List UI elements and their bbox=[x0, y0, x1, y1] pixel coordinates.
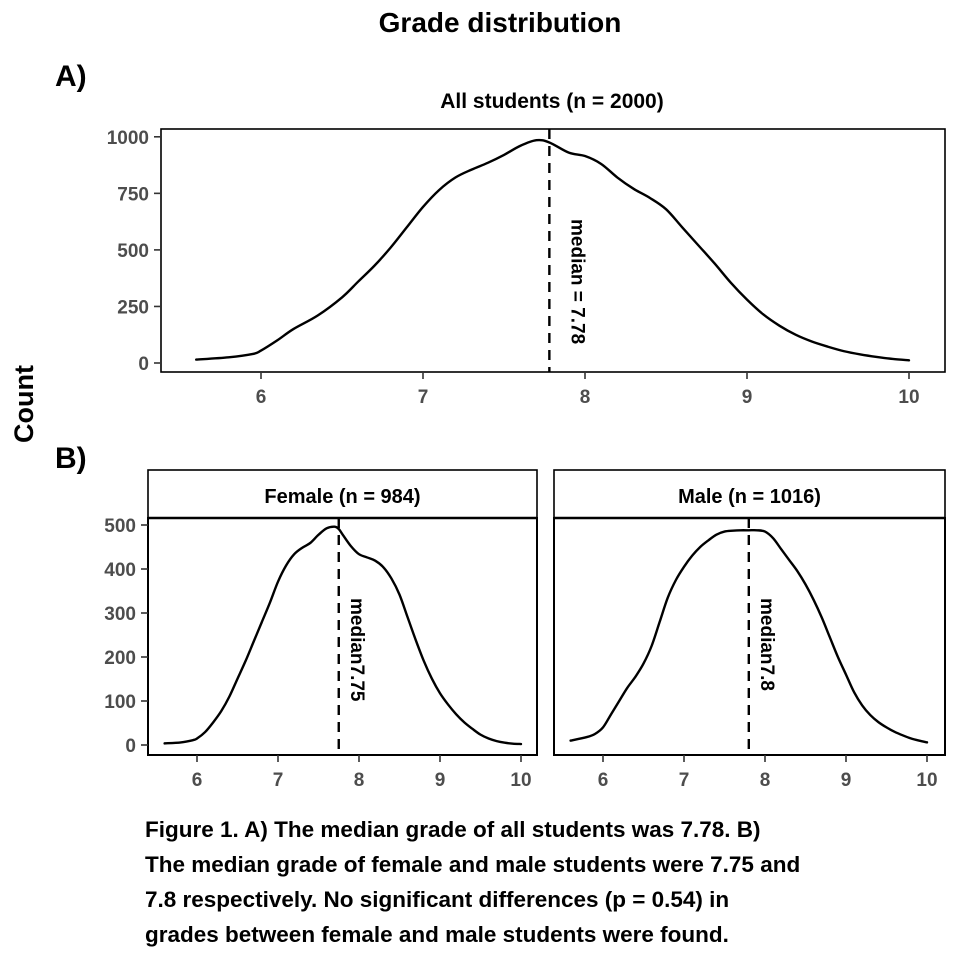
y-tick-label: 1000 bbox=[107, 128, 149, 149]
panel-b-tag: B) bbox=[55, 442, 87, 475]
density-line bbox=[195, 138, 911, 362]
caption-line: Figure 1. A) The median grade of all stu… bbox=[145, 817, 761, 842]
y-tick-label: 500 bbox=[117, 241, 149, 262]
x-tick-label: 8 bbox=[580, 387, 591, 408]
x-tick-label: 8 bbox=[354, 770, 365, 791]
figure-caption: Figure 1. A) The median grade of all stu… bbox=[145, 812, 945, 952]
y-tick-label: 400 bbox=[104, 560, 136, 581]
facet-strip bbox=[553, 469, 946, 519]
median-label: median7.75 bbox=[346, 598, 367, 702]
figure-title: Grade distribution bbox=[379, 7, 622, 38]
density-line bbox=[569, 528, 929, 744]
caption-line: 7.8 respectively. No significant differe… bbox=[145, 887, 730, 912]
median-label: median7.8 bbox=[756, 598, 777, 691]
panel-a-tag: A) bbox=[55, 60, 87, 93]
x-tick-label: 7 bbox=[273, 770, 284, 791]
panel-a-plot: 6 7 8 9 10 0 250 500 750 1000 median = 7.78 bbox=[107, 128, 946, 408]
panel-a-title: All students (n = 2000) bbox=[440, 90, 663, 113]
x-tick-label: 7 bbox=[418, 387, 429, 408]
facet-strip bbox=[147, 469, 538, 519]
x-tick-label: 10 bbox=[898, 387, 919, 408]
x-tick-label: 7 bbox=[679, 770, 690, 791]
panel-border bbox=[147, 517, 538, 756]
x-tick-label: 6 bbox=[598, 770, 609, 791]
y-tick-label: 100 bbox=[104, 692, 136, 713]
panel-b-male-plot: Male (n = 1016) 6 7 8 9 10 median7.8 bbox=[553, 469, 946, 791]
median-label: median = 7.78 bbox=[566, 219, 587, 344]
y-axis-label: Count bbox=[9, 365, 39, 443]
y-tick-label: 750 bbox=[117, 184, 149, 205]
x-tick-label: 6 bbox=[192, 770, 203, 791]
x-tick-label: 8 bbox=[760, 770, 771, 791]
caption-line: The median grade of female and male stud… bbox=[145, 852, 801, 877]
x-tick-label: 9 bbox=[742, 387, 753, 408]
x-tick-label: 10 bbox=[916, 770, 937, 791]
facet-title: Female (n = 984) bbox=[264, 486, 420, 508]
y-tick-label: 0 bbox=[138, 354, 149, 375]
panel-b-female-plot: Female (n = 984)6 7 8 9 100100200300400500me… bbox=[104, 469, 538, 791]
y-tick-label: 200 bbox=[104, 648, 136, 669]
y-tick-label: 500 bbox=[104, 516, 136, 537]
panel-border bbox=[160, 128, 946, 373]
caption-line: grades between female and male students … bbox=[145, 922, 729, 947]
y-tick-label: 250 bbox=[117, 297, 149, 318]
y-tick-label: 300 bbox=[104, 604, 136, 625]
density-line bbox=[163, 525, 523, 746]
x-tick-label: 9 bbox=[435, 770, 446, 791]
y-tick-label: 0 bbox=[125, 736, 136, 757]
facet-title: Male (n = 1016) bbox=[678, 486, 821, 508]
x-tick-label: 9 bbox=[841, 770, 852, 791]
x-tick-label: 6 bbox=[256, 387, 267, 408]
x-tick-label: 10 bbox=[510, 770, 531, 791]
